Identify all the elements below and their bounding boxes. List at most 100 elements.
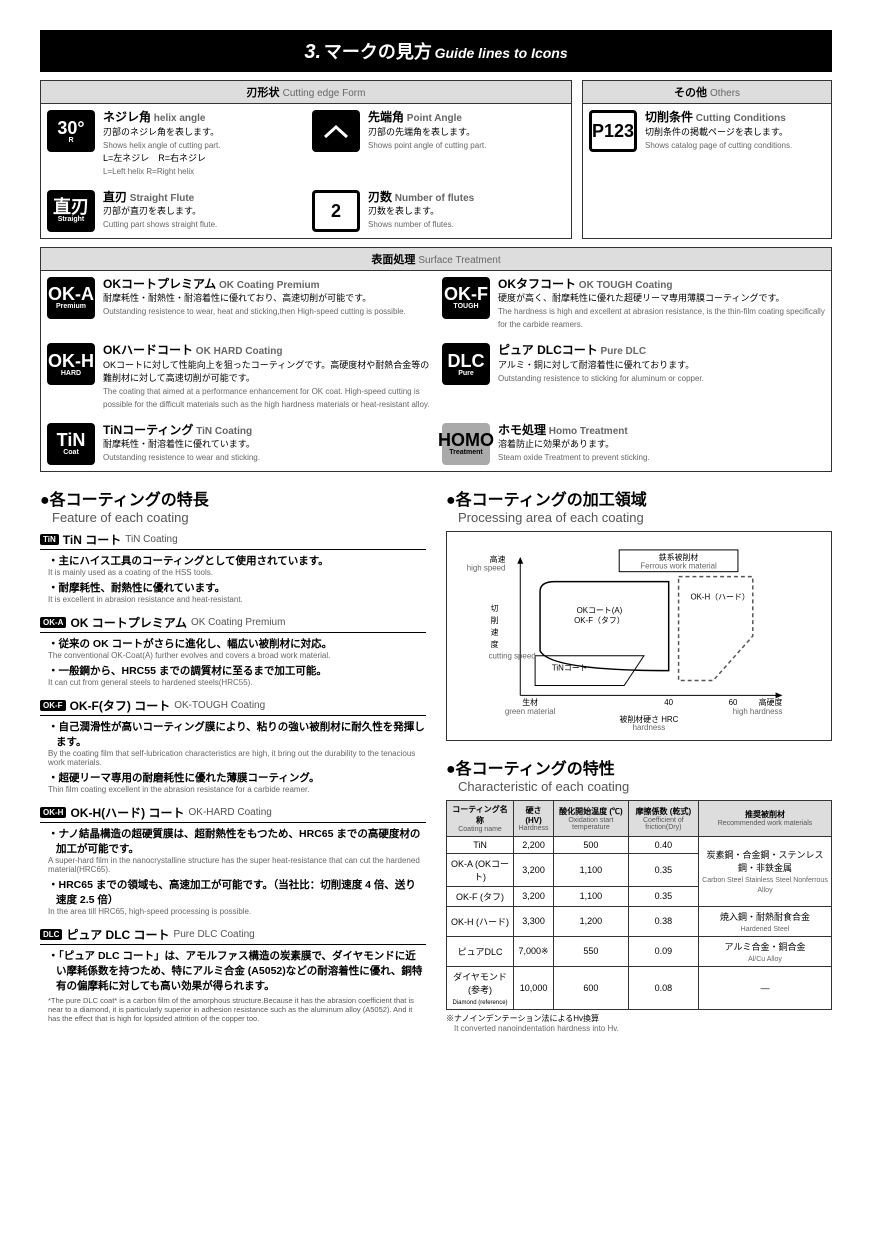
chart-xt2: 60 xyxy=(729,698,738,707)
table-header: 硬さ (HV)Hardness xyxy=(514,800,554,836)
icon-title-jp: 直刃 xyxy=(103,190,127,204)
icon-title-en: TiN Coating xyxy=(196,426,252,437)
sf-hdr-en: Surface Treatment xyxy=(418,255,500,266)
feature-pt-en: A super-hard film in the nanocrystalline… xyxy=(48,856,426,874)
feature-point: ナノ結晶構造の超硬質膜は、超耐熱性をもつため、HRC65 までの高硬度材の加工が… xyxy=(48,826,426,874)
icon-desc-jp: 刃数を表します。 xyxy=(368,206,439,216)
feature-title-en: OK-TOUGH Coating xyxy=(174,700,265,711)
feature-title: OK-F OK-F(タフ) コート OK-TOUGH Coating xyxy=(40,697,426,716)
fn-jp: ※ナノインデンテーション法によるHv換算 xyxy=(446,1014,599,1023)
processing-header: 各コーティングの加工領域 Processing area of each coa… xyxy=(446,486,832,525)
char-hdr-jp: 各コーティングの特性 xyxy=(446,761,615,778)
table-cell-name: OK-A (OKコート) xyxy=(447,853,514,886)
feature-title: OK-A OK コートプレミアム OK Coating Premium xyxy=(40,614,426,633)
feature-title-en: OK-HARD Coating xyxy=(188,807,271,818)
characteristics-table: コーティング名称Coating name硬さ (HV)Hardness酸化開始温… xyxy=(446,800,832,1010)
icon-title-jp: ホモ処理 xyxy=(498,423,546,437)
table-footnote: ※ナノインデンテーション法によるHv換算 It converted nanoin… xyxy=(446,1013,832,1033)
icon-text: 直刃 Straight Flute 刃部が直刃を表します。 Cutting pa… xyxy=(103,190,300,232)
icon-text: 刃数 Number of flutes 刃数を表します。 Shows numbe… xyxy=(368,190,565,232)
feature-item: OK-F OK-F(タフ) コート OK-TOUGH Coating 自己潤滑性… xyxy=(40,697,426,794)
icon-text: OKタフコート OK TOUGH Coating 硬度が高く、耐摩耗性に優れた超… xyxy=(498,277,825,332)
icon-text: OKハードコート OK HARD Coating OKコートに対して性能向上を狙… xyxy=(103,343,430,411)
table-cell-fr: 0.38 xyxy=(628,906,698,936)
oth-hdr-en: Others xyxy=(710,88,740,99)
char-hdr-en: Characteristic of each coating xyxy=(458,779,629,794)
table-header: コーティング名称Coating name xyxy=(447,800,514,836)
icon-desc-jp: アルミ・銅に対して耐溶着性に優れております。 xyxy=(498,360,694,370)
right-column: 各コーティングの加工領域 Processing area of each coa… xyxy=(446,486,832,1033)
icon-badge: P123 xyxy=(589,110,637,152)
icon-title-jp: ネジレ角 xyxy=(103,110,151,124)
feature-title-jp: OK コートプレミアム xyxy=(70,614,187,631)
icon-item: TiNCoat TiNコーティング TiN Coating 耐摩耗性・耐溶着性に… xyxy=(41,417,436,471)
icon-title-en: OK TOUGH Coating xyxy=(579,280,673,291)
icon-text: ホモ処理 Homo Treatment 溶着防止に効果があります。 Steam … xyxy=(498,423,825,465)
feature-item: DLC ピュア DLC コート Pure DLC Coating 「ピュア DL… xyxy=(40,926,426,1023)
icon-item: OK-APremium OKコートプレミアム OK Coating Premiu… xyxy=(41,271,436,338)
feature-point: 「ピュア DLC コート」は、アモルファス構造の炭素膜で、ダイヤモンドに近い摩耗… xyxy=(48,948,426,993)
table-cell-name: TiN xyxy=(447,836,514,853)
feature-pt-jp: ナノ結晶構造の超硬質膜は、超耐熱性をもつため、HRC65 までの高硬度材の加工が… xyxy=(48,826,426,856)
icon-title-en: OK Coating Premium xyxy=(219,280,320,291)
icon-badge: OK-FTOUGH xyxy=(442,277,490,319)
characteristics-header: 各コーティングの特性 Characteristic of each coatin… xyxy=(446,755,832,794)
icon-badge: DLCPure xyxy=(442,343,490,385)
table-cell-ox: 500 xyxy=(554,836,629,853)
feature-item: TiN TiN コート TiN Coating 主にハイス工具のコーティングとし… xyxy=(40,531,426,604)
table-cell-name: ピュアDLC xyxy=(447,936,514,966)
icon-title-jp: 刃数 xyxy=(368,190,392,204)
icon-badge: OK-APremium xyxy=(47,277,95,319)
icon-item: P123 切削条件 Cutting Conditions 切削条件の掲載ページを… xyxy=(583,104,831,158)
icon-desc-en: Cutting part shows straight flute. xyxy=(103,220,217,229)
table-cell-fr: 0.35 xyxy=(628,886,698,906)
chart-legend-jp: 鉄系被削材 xyxy=(659,552,699,562)
icon-desc-en: Shows helix angle of cutting part. xyxy=(103,141,220,150)
feature-pt-en: It is mainly used as a coating of the HS… xyxy=(48,568,426,577)
feature-point: 耐摩耗性、耐熱性に優れています。 It is excellent in abra… xyxy=(48,580,426,604)
feature-title: OK-H OK-H(ハード) コート OK-HARD Coating xyxy=(40,804,426,823)
fn-en: It converted nanoindentation hardness in… xyxy=(454,1024,832,1033)
feature-pt-jp: HRC65 までの領域も、高速加工が可能です。（当社比：切削速度 4 倍、送り速… xyxy=(48,877,426,907)
oth-hdr-jp: その他 xyxy=(674,87,707,99)
icon-text: 切削条件 Cutting Conditions 切削条件の掲載ページを表します。… xyxy=(645,110,825,152)
feat-hdr-jp: 各コーティングの特長 xyxy=(40,492,209,509)
table-row: OK-H (ハード) 3,300 1,200 0.38 焼入鋼・耐熱耐食合金Ha… xyxy=(447,906,832,936)
table-row: TiN 2,200 500 0.40 炭素鋼・合金鋼・ステンレス鋼・非鉄金属Ca… xyxy=(447,836,832,853)
table-cell-fr: 0.40 xyxy=(628,836,698,853)
chart-oka: OKコート(A) xyxy=(577,606,623,615)
feature-point: 自己潤滑性が高いコーティング膜により、粘りの強い被削材に耐久性を発揮します。 B… xyxy=(48,719,426,767)
feature-badge: OK-F xyxy=(40,700,66,711)
feature-point: 従来の OK コートがさらに進化し、幅広い被削材に対応。 The convent… xyxy=(48,636,426,660)
icon-desc-jp: 硬度が高く、耐摩耗性に優れた超硬リーマ専用薄膜コーティングです。 xyxy=(498,293,785,303)
chart-ytop-en: high speed xyxy=(467,563,506,572)
table-cell-fr: 0.35 xyxy=(628,853,698,886)
icon-text: TiNコーティング TiN Coating 耐摩耗性・耐溶着性に優れています。 … xyxy=(103,423,430,465)
feature-pt-jp: 従来の OK コートがさらに進化し、幅広い被削材に対応。 xyxy=(48,636,426,651)
icon-item: 先端角 Point Angle 刃部の先端角を表します。 Shows point… xyxy=(306,104,571,184)
icon-text: OKコートプレミアム OK Coating Premium 耐摩耗性・耐熱性・耐… xyxy=(103,277,430,319)
feature-point: 超硬リーマ専用の耐磨耗性に優れた薄膜コーティング。 Thin film coat… xyxy=(48,770,426,794)
table-cell-hv: 3,200 xyxy=(514,853,554,886)
chart-xt1: 40 xyxy=(664,698,673,707)
chart-yl3: 速 xyxy=(491,628,499,637)
table-header: 摩擦係数 (乾式)Coefficient of friction(Dry) xyxy=(628,800,698,836)
others-header: その他 Others xyxy=(583,81,831,104)
feature-point: HRC65 までの領域も、高速加工が可能です。（当社比：切削速度 4 倍、送り速… xyxy=(48,877,426,916)
proc-hdr-jp: 各コーティングの加工領域 xyxy=(446,492,647,509)
icon-badge: 2 xyxy=(312,190,360,232)
icon-title-jp: OKハードコート xyxy=(103,343,193,357)
icon-title-en: Pure DLC xyxy=(601,346,647,357)
chart-yl4: 度 xyxy=(491,639,499,649)
feature-badge: OK-A xyxy=(40,617,66,628)
icon-desc-jp: 切削条件の掲載ページを表します。 xyxy=(645,127,788,137)
feature-item: OK-A OK コートプレミアム OK Coating Premium 従来の … xyxy=(40,614,426,687)
icon-desc-en: Shows catalog page of cutting conditions… xyxy=(645,141,792,150)
chart-okh: OK-H（ハード） xyxy=(690,592,749,601)
feature-pt-jp: 超硬リーマ専用の耐磨耗性に優れた薄膜コーティング。 xyxy=(48,770,426,785)
icon-text: ピュア DLCコート Pure DLC アルミ・銅に対して耐溶着性に優れておりま… xyxy=(498,343,825,385)
feature-title-en: Pure DLC Coating xyxy=(174,929,255,940)
icon-item: 2 刃数 Number of flutes 刃数を表します。 Shows num… xyxy=(306,184,571,238)
table-cell-mat: アルミ合金・銅合金Al/Cu Alloy xyxy=(698,936,831,966)
chart-ylen: cutting speed xyxy=(489,652,536,661)
